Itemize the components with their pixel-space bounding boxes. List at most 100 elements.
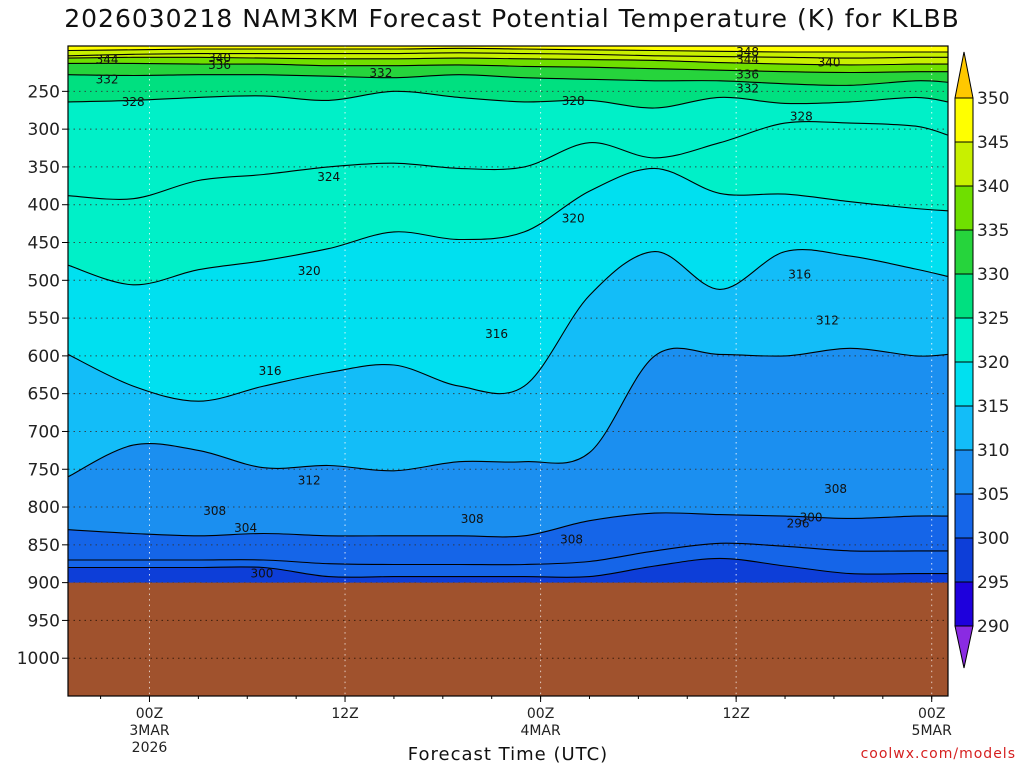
x-tick-label: 00Z — [918, 706, 945, 722]
contour-lines — [68, 47, 948, 578]
contour-line — [68, 557, 948, 578]
fill-band — [68, 348, 948, 537]
fill-band — [68, 121, 948, 285]
contour-label: 324 — [317, 170, 340, 184]
y-tick-label: 950 — [28, 611, 60, 631]
y-tick-label: 400 — [28, 196, 60, 216]
colorbar-label: 290 — [977, 617, 1009, 637]
colorbar-segment — [954, 185, 974, 231]
fill-band — [68, 46, 948, 53]
fill-band — [68, 57, 948, 73]
colorbar-label: 340 — [977, 177, 1009, 197]
fill-band — [68, 543, 948, 578]
contour-line — [68, 512, 948, 538]
x-tick-label: 3MAR — [129, 723, 170, 739]
contour-line — [68, 56, 948, 66]
contour-label: 312 — [816, 313, 839, 327]
colorbar-segment — [954, 317, 974, 363]
contour-label: 308 — [560, 533, 583, 547]
y-tick-label: 900 — [28, 574, 60, 594]
colorbar-segment — [954, 449, 974, 495]
credit-text: coolwx.com/models — [860, 746, 1016, 762]
y-tick-label: 800 — [28, 498, 60, 518]
y-tick-label: 500 — [28, 271, 60, 291]
colorbar-label: 295 — [977, 573, 1009, 593]
colorbar-segment — [954, 493, 974, 539]
fill-band — [68, 512, 948, 565]
contour-line — [68, 52, 948, 59]
chart-title: 2026030218 NAM3KM Forecast Potential Tem… — [64, 4, 960, 33]
contour-label: 328 — [122, 95, 145, 109]
y-tick-label: 700 — [28, 422, 60, 442]
y-tick-label: 550 — [28, 309, 60, 329]
contour-label: 320 — [298, 264, 321, 278]
colorbar-segment — [954, 229, 974, 275]
fill-band — [68, 91, 948, 200]
y-tick-label: 650 — [28, 385, 60, 405]
colorbar: 290 295 300 305 310 315 320 325 330 335 340 345 350 — [954, 51, 1009, 669]
contour-label: 304 — [234, 521, 257, 535]
y-tick-label: 450 — [28, 234, 60, 254]
contour-label: 344 — [736, 53, 759, 67]
contour-label: 312 — [298, 474, 321, 488]
contour-label: 340 — [208, 51, 231, 65]
plot-frame — [67, 45, 949, 697]
y-axis: 250 300 350 400 450 500 550 600 650 700 750 800 850 9… — [17, 82, 68, 669]
x-tick-label: 12Z — [722, 706, 749, 722]
contour-label: 328 — [790, 109, 813, 123]
y-tick-label: 300 — [28, 120, 60, 140]
colorbar-segment — [954, 537, 974, 583]
contour-label: 332 — [736, 81, 759, 95]
colorbar-label: 315 — [977, 397, 1009, 417]
colorbar-label: 345 — [977, 133, 1009, 153]
colorbar-segment — [954, 581, 974, 627]
y-tick-label: 600 — [28, 347, 60, 367]
contour-line — [68, 47, 948, 53]
x-tick-label: 5MAR — [912, 723, 953, 739]
colorbar-top-triangle — [954, 51, 974, 99]
contour-label: 316 — [259, 364, 282, 378]
contour-line — [68, 542, 948, 566]
fill-band — [68, 168, 948, 402]
colorbar-segment — [954, 273, 974, 319]
contour-label: 316 — [485, 327, 508, 341]
y-tick-label: 250 — [28, 82, 60, 102]
colorbar-segment — [954, 405, 974, 451]
contour-label: 332 — [369, 66, 392, 80]
contour-label: 308 — [203, 504, 226, 518]
x-tick-label: 4MAR — [520, 723, 561, 739]
contour-line — [68, 90, 948, 109]
x-axis-title: Forecast Time (UTC) — [407, 744, 609, 765]
fill-band — [68, 249, 948, 477]
colorbar-label: 325 — [977, 309, 1009, 329]
colorbar-segment — [954, 141, 974, 187]
colorbar-segment — [954, 97, 974, 143]
colorbar-label: 335 — [977, 221, 1009, 241]
fill-band — [68, 52, 948, 65]
contour-line — [68, 167, 948, 286]
colorbar-label: 330 — [977, 265, 1009, 285]
contour-line — [68, 120, 948, 200]
y-tick-label: 350 — [28, 158, 60, 178]
contour-label: 296 — [787, 517, 810, 531]
contour-label: 308 — [461, 512, 484, 526]
colorbar-label: 320 — [977, 353, 1009, 373]
x-tick-label: 00Z — [527, 706, 554, 722]
colorbar-label: 350 — [977, 89, 1009, 109]
contour-line — [68, 347, 948, 478]
contour-label: 320 — [562, 211, 585, 225]
contour-label: 332 — [96, 72, 119, 86]
y-tick-label: 1000 — [17, 649, 60, 669]
x-tick-label: 12Z — [331, 706, 358, 722]
y-tick-label: 750 — [28, 460, 60, 480]
contour-line — [68, 62, 948, 74]
fill-band — [68, 63, 948, 86]
contour-label: 344 — [96, 53, 119, 67]
contour-label: 316 — [788, 267, 811, 281]
contour-label: 348 — [736, 45, 759, 59]
contour-label: 300 — [800, 511, 823, 525]
contour-line — [68, 74, 948, 86]
